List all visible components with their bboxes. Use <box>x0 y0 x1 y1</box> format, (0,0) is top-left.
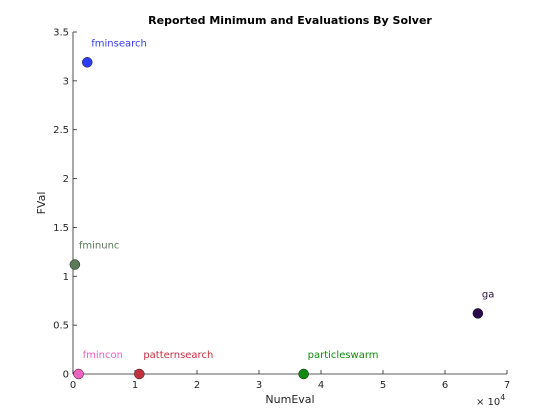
plot-area <box>73 32 507 374</box>
y-axis-label: FVal <box>35 192 48 215</box>
x-tick-label: 0 <box>70 380 76 391</box>
data-point-fminunc <box>69 259 81 270</box>
chart-title: Reported Minimum and Evaluations By Solv… <box>148 14 432 27</box>
x-tick-label: 6 <box>442 380 448 391</box>
point-label-fminsearch: fminsearch <box>91 38 147 49</box>
data-point-patternsearch <box>134 368 145 380</box>
x-tick-label: 5 <box>380 380 386 391</box>
x-tick-label: 1 <box>132 380 138 391</box>
x-tick-label: 4 <box>318 380 324 391</box>
y-tick-label: 3 <box>63 76 69 87</box>
x-tick-label: 3 <box>256 380 262 391</box>
y-tick-label: 1 <box>63 272 69 283</box>
x-exponent-base: × 10 <box>476 397 500 408</box>
point-label-fminunc: fminunc <box>79 241 120 252</box>
axes <box>72 32 507 375</box>
data-point-fminsearch <box>82 57 93 68</box>
y-tick-label: 1.5 <box>53 223 69 234</box>
x-exponent: × 104 <box>476 393 505 408</box>
data-point-ga <box>472 308 484 319</box>
point-label-ga: ga <box>482 289 494 300</box>
data-point-fmincon <box>73 368 84 380</box>
x-exponent-power: 4 <box>500 393 505 402</box>
point-label-patternsearch: patternsearch <box>143 350 213 361</box>
y-tick-label: 0 <box>63 370 69 381</box>
y-tick-label: 2 <box>63 174 69 185</box>
y-tick-label: 0.5 <box>53 321 69 332</box>
y-tick-label: 2.5 <box>53 125 69 136</box>
x-axis-label: NumEval <box>265 393 314 406</box>
point-label-fmincon: fmincon <box>83 350 123 361</box>
x-tick-label: 2 <box>194 380 200 391</box>
data-points: fminsearch fminunc ga fmincon patternsearch p… <box>69 38 494 380</box>
x-tick-label: 7 <box>504 380 510 391</box>
x-ticks: 0 1 2 3 4 5 6 7 <box>70 370 510 391</box>
y-tick-label: 3.5 <box>53 28 69 39</box>
data-point-particleswarm <box>298 368 309 380</box>
point-label-particleswarm: particleswarm <box>308 350 379 361</box>
